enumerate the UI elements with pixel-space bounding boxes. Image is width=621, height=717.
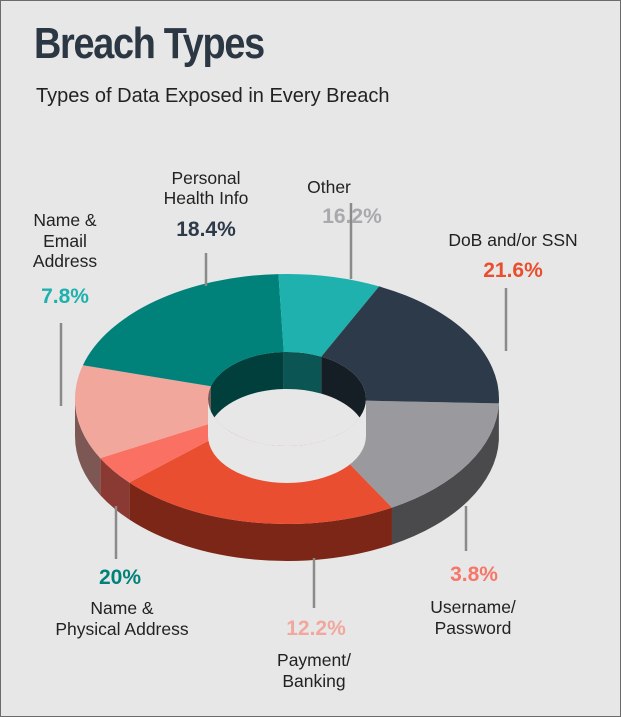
slice-label-6-line-0: Personal: [171, 168, 240, 188]
slice-label-3-line-1: Banking: [282, 671, 345, 691]
slice-label-1-line-0: DoB and/or SSN: [448, 230, 577, 250]
slice-side-1: [129, 482, 392, 561]
slice-3: [74, 365, 218, 459]
slice-label-6-line-1: Health Info: [164, 188, 249, 208]
slice-label-3-line-0: Payment/: [277, 650, 351, 670]
slice-value-1: 21.6%: [483, 259, 543, 282]
slice-2: [100, 421, 229, 483]
donut-sides: [75, 399, 499, 561]
slice-value-2: 3.8%: [450, 563, 498, 586]
slice-value-6: 18.4%: [176, 218, 236, 241]
donut-inner-walls: [208, 352, 366, 436]
slice-value-3: 12.2%: [286, 617, 346, 640]
slice-label-5-line-1: Email: [43, 231, 87, 251]
slice-5: [278, 274, 380, 357]
slice-labels: Other 16.2% DoB and/or SSN 21.6% Username/Pa…: [33, 168, 578, 691]
leader-lines: [59, 203, 508, 608]
slice-inner-wall-6: [321, 356, 366, 436]
slice-side-2: [100, 458, 130, 520]
chart-title: Breach Types: [34, 19, 265, 68]
donut-top: [74, 274, 499, 524]
donut-hole: [208, 399, 366, 483]
slice-value-0: 16.2%: [322, 205, 382, 228]
slice-value-5: 7.8%: [41, 285, 89, 308]
slice-label-0-line-0: Other: [307, 177, 351, 197]
slice-inner-wall-5: [283, 352, 322, 394]
slice-inner-wall-4: [210, 352, 284, 424]
slice-0: [326, 400, 499, 508]
slice-label-4-line-0: Name &: [90, 598, 154, 618]
slice-4: [82, 274, 284, 387]
slice-6: [321, 286, 499, 404]
slice-label-2-line-1: Password: [435, 618, 512, 638]
slice-label-5-line-0: Name &: [33, 210, 97, 230]
slice-side-0: [391, 403, 499, 545]
slice-label-2-line-0: Username/: [430, 597, 516, 617]
slice-label-4-line-1: Physical Address: [55, 619, 189, 639]
slice-value-4: 20%: [99, 566, 141, 589]
slice-side-3: [75, 399, 101, 496]
chart-subtitle: Types of Data Exposed in Every Breach: [36, 85, 390, 107]
slice-label-5-line-2: Address: [33, 251, 97, 271]
